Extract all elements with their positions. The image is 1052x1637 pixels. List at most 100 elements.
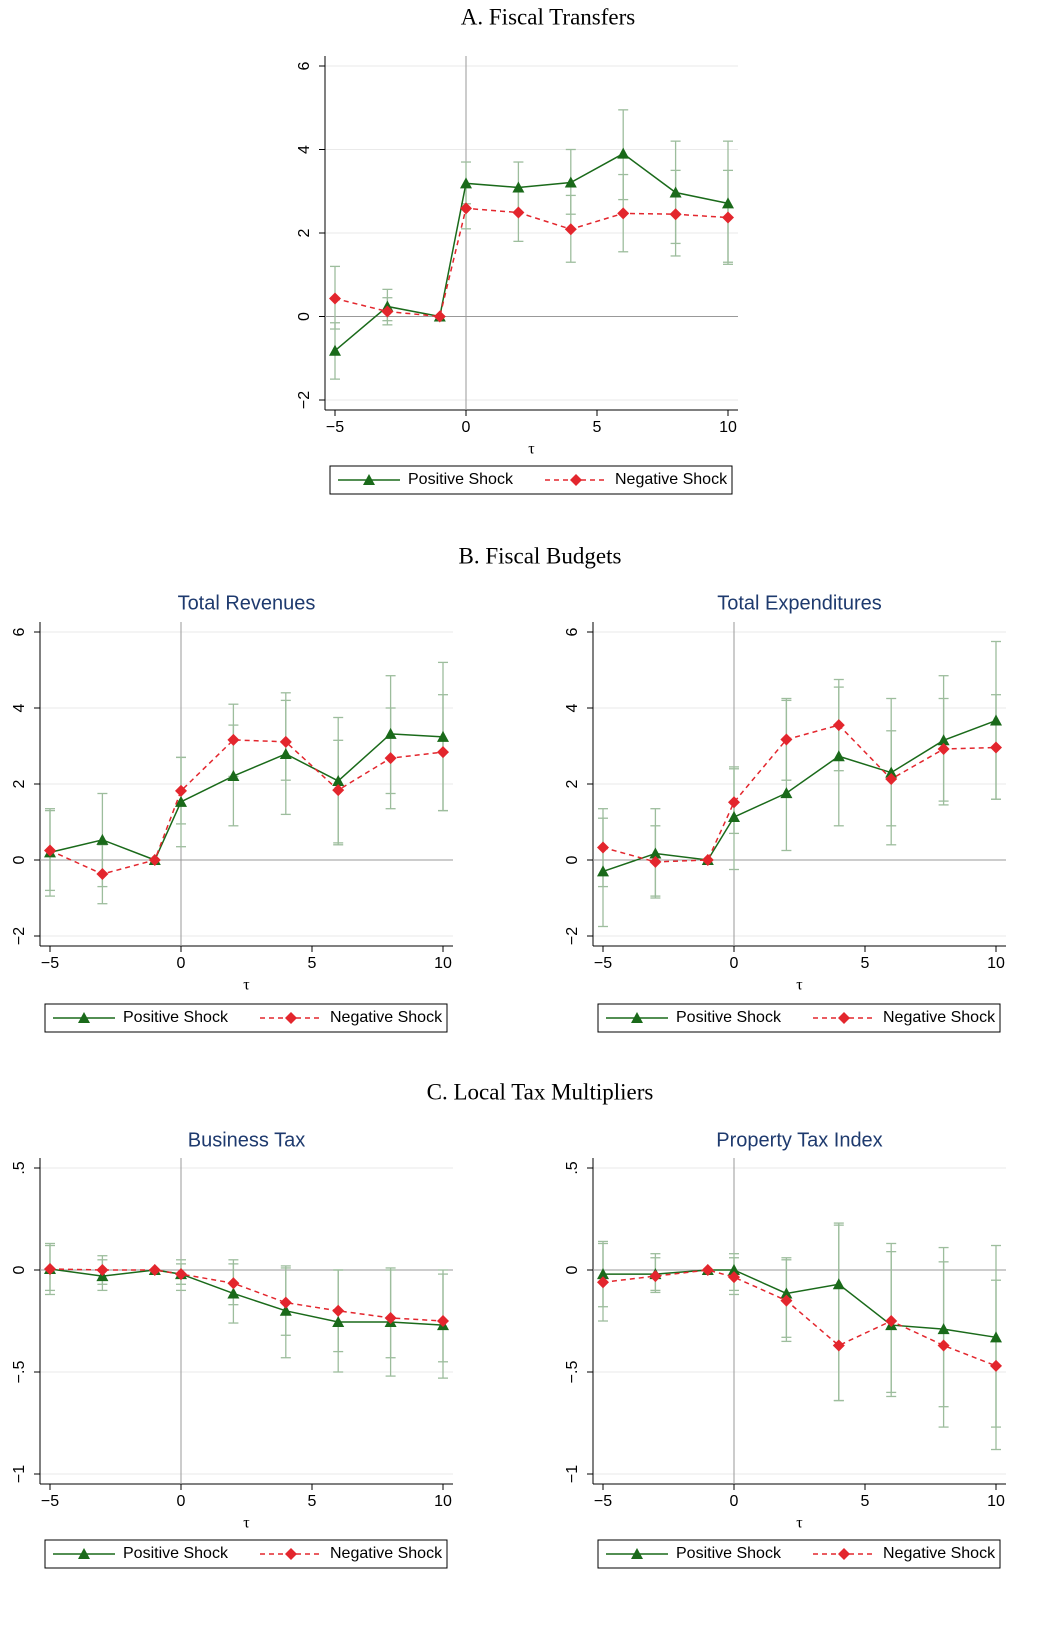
x-axis-label: τ [796,1515,803,1532]
x-tick-label: −5 [41,1493,59,1510]
marker [617,147,630,159]
marker [832,1339,845,1352]
x-axis-label: τ [243,977,250,994]
y-tick-label: 2 [296,228,313,237]
marker [227,770,240,782]
marker [433,310,446,323]
marker [649,847,662,859]
marker [669,186,682,198]
marker [631,1548,643,1559]
marker [175,784,187,797]
marker [44,1262,56,1275]
x-tick-label: −5 [41,955,59,972]
series-line [334,207,729,318]
marker [937,743,950,756]
marker [384,1311,397,1324]
legend-label: Positive Shock [408,471,514,488]
y-tick-label: −2 [296,391,313,409]
chart-title: Total Revenues [178,592,316,614]
marker [631,1012,643,1023]
marker [937,1339,950,1352]
y-tick-label: −2 [564,927,581,945]
marker [722,197,734,209]
marker [332,784,345,797]
marker [78,1012,90,1023]
marker [227,733,240,746]
y-tick-label: 0 [11,1265,28,1274]
marker [885,1315,898,1327]
legend-label: Positive Shock [123,1545,229,1562]
marker [460,202,472,215]
x-tick-label: 10 [719,419,737,436]
marker [617,207,630,220]
y-tick-label: −2 [11,927,28,945]
x-tick-label: −5 [326,419,344,436]
y-tick-label: 0 [296,312,313,321]
x-tick-label: 5 [861,955,870,972]
y-tick-label: 0 [564,1265,581,1274]
marker [285,1012,297,1024]
x-tick-label: 5 [593,419,602,436]
marker [832,719,845,732]
marker [437,730,449,742]
marker [384,752,397,765]
y-tick-label: 0 [11,855,28,864]
x-tick-label: 10 [987,1493,1005,1510]
marker [44,844,56,857]
legend-label: Negative Shock [615,471,728,488]
marker [570,474,582,486]
y-tick-label: −.5 [564,1361,581,1384]
marker [564,223,577,236]
y-tick-label: 6 [11,627,28,636]
x-tick-label: 0 [462,419,471,436]
marker [332,774,345,786]
marker [285,1548,297,1560]
y-tick-label: 0 [564,855,581,864]
legend-label: Positive Shock [676,1545,782,1562]
x-axis-label: τ [528,441,535,458]
marker [329,344,341,356]
marker [780,1287,793,1299]
marker [460,177,472,189]
marker [384,727,397,739]
marker [722,211,734,224]
marker [701,1264,714,1276]
marker [329,292,341,305]
y-tick-label: −1 [11,1465,28,1483]
marker [512,181,525,193]
legend-label: Negative Shock [883,1009,996,1026]
x-tick-label: −5 [594,1493,612,1510]
section-title: A. Fiscal Transfers [461,4,635,29]
marker [381,305,394,318]
series-line [49,733,444,861]
x-tick-label: 5 [308,1493,317,1510]
x-tick-label: 5 [308,955,317,972]
chart-title: Total Expenditures [717,592,882,614]
marker [332,1316,345,1328]
marker [885,766,898,778]
x-tick-label: 10 [434,955,452,972]
marker [437,1315,449,1327]
marker [175,795,187,807]
x-tick-label: 0 [730,1493,739,1510]
marker [832,1278,845,1290]
legend-label: Negative Shock [883,1545,996,1562]
marker [96,833,109,845]
marker [332,1304,345,1317]
y-tick-label: 4 [11,703,28,712]
marker [96,868,109,881]
y-tick-label: −.5 [11,1361,28,1384]
marker [990,714,1002,726]
marker [437,746,449,759]
marker [597,841,609,854]
chart-title: Business Tax [188,1129,305,1151]
marker [780,787,793,799]
x-tick-label: 10 [434,1493,452,1510]
x-tick-label: 5 [861,1493,870,1510]
marker [78,1548,90,1559]
marker [937,734,950,746]
y-tick-label: .5 [564,1161,581,1174]
marker [780,1294,793,1307]
marker [838,1012,850,1024]
